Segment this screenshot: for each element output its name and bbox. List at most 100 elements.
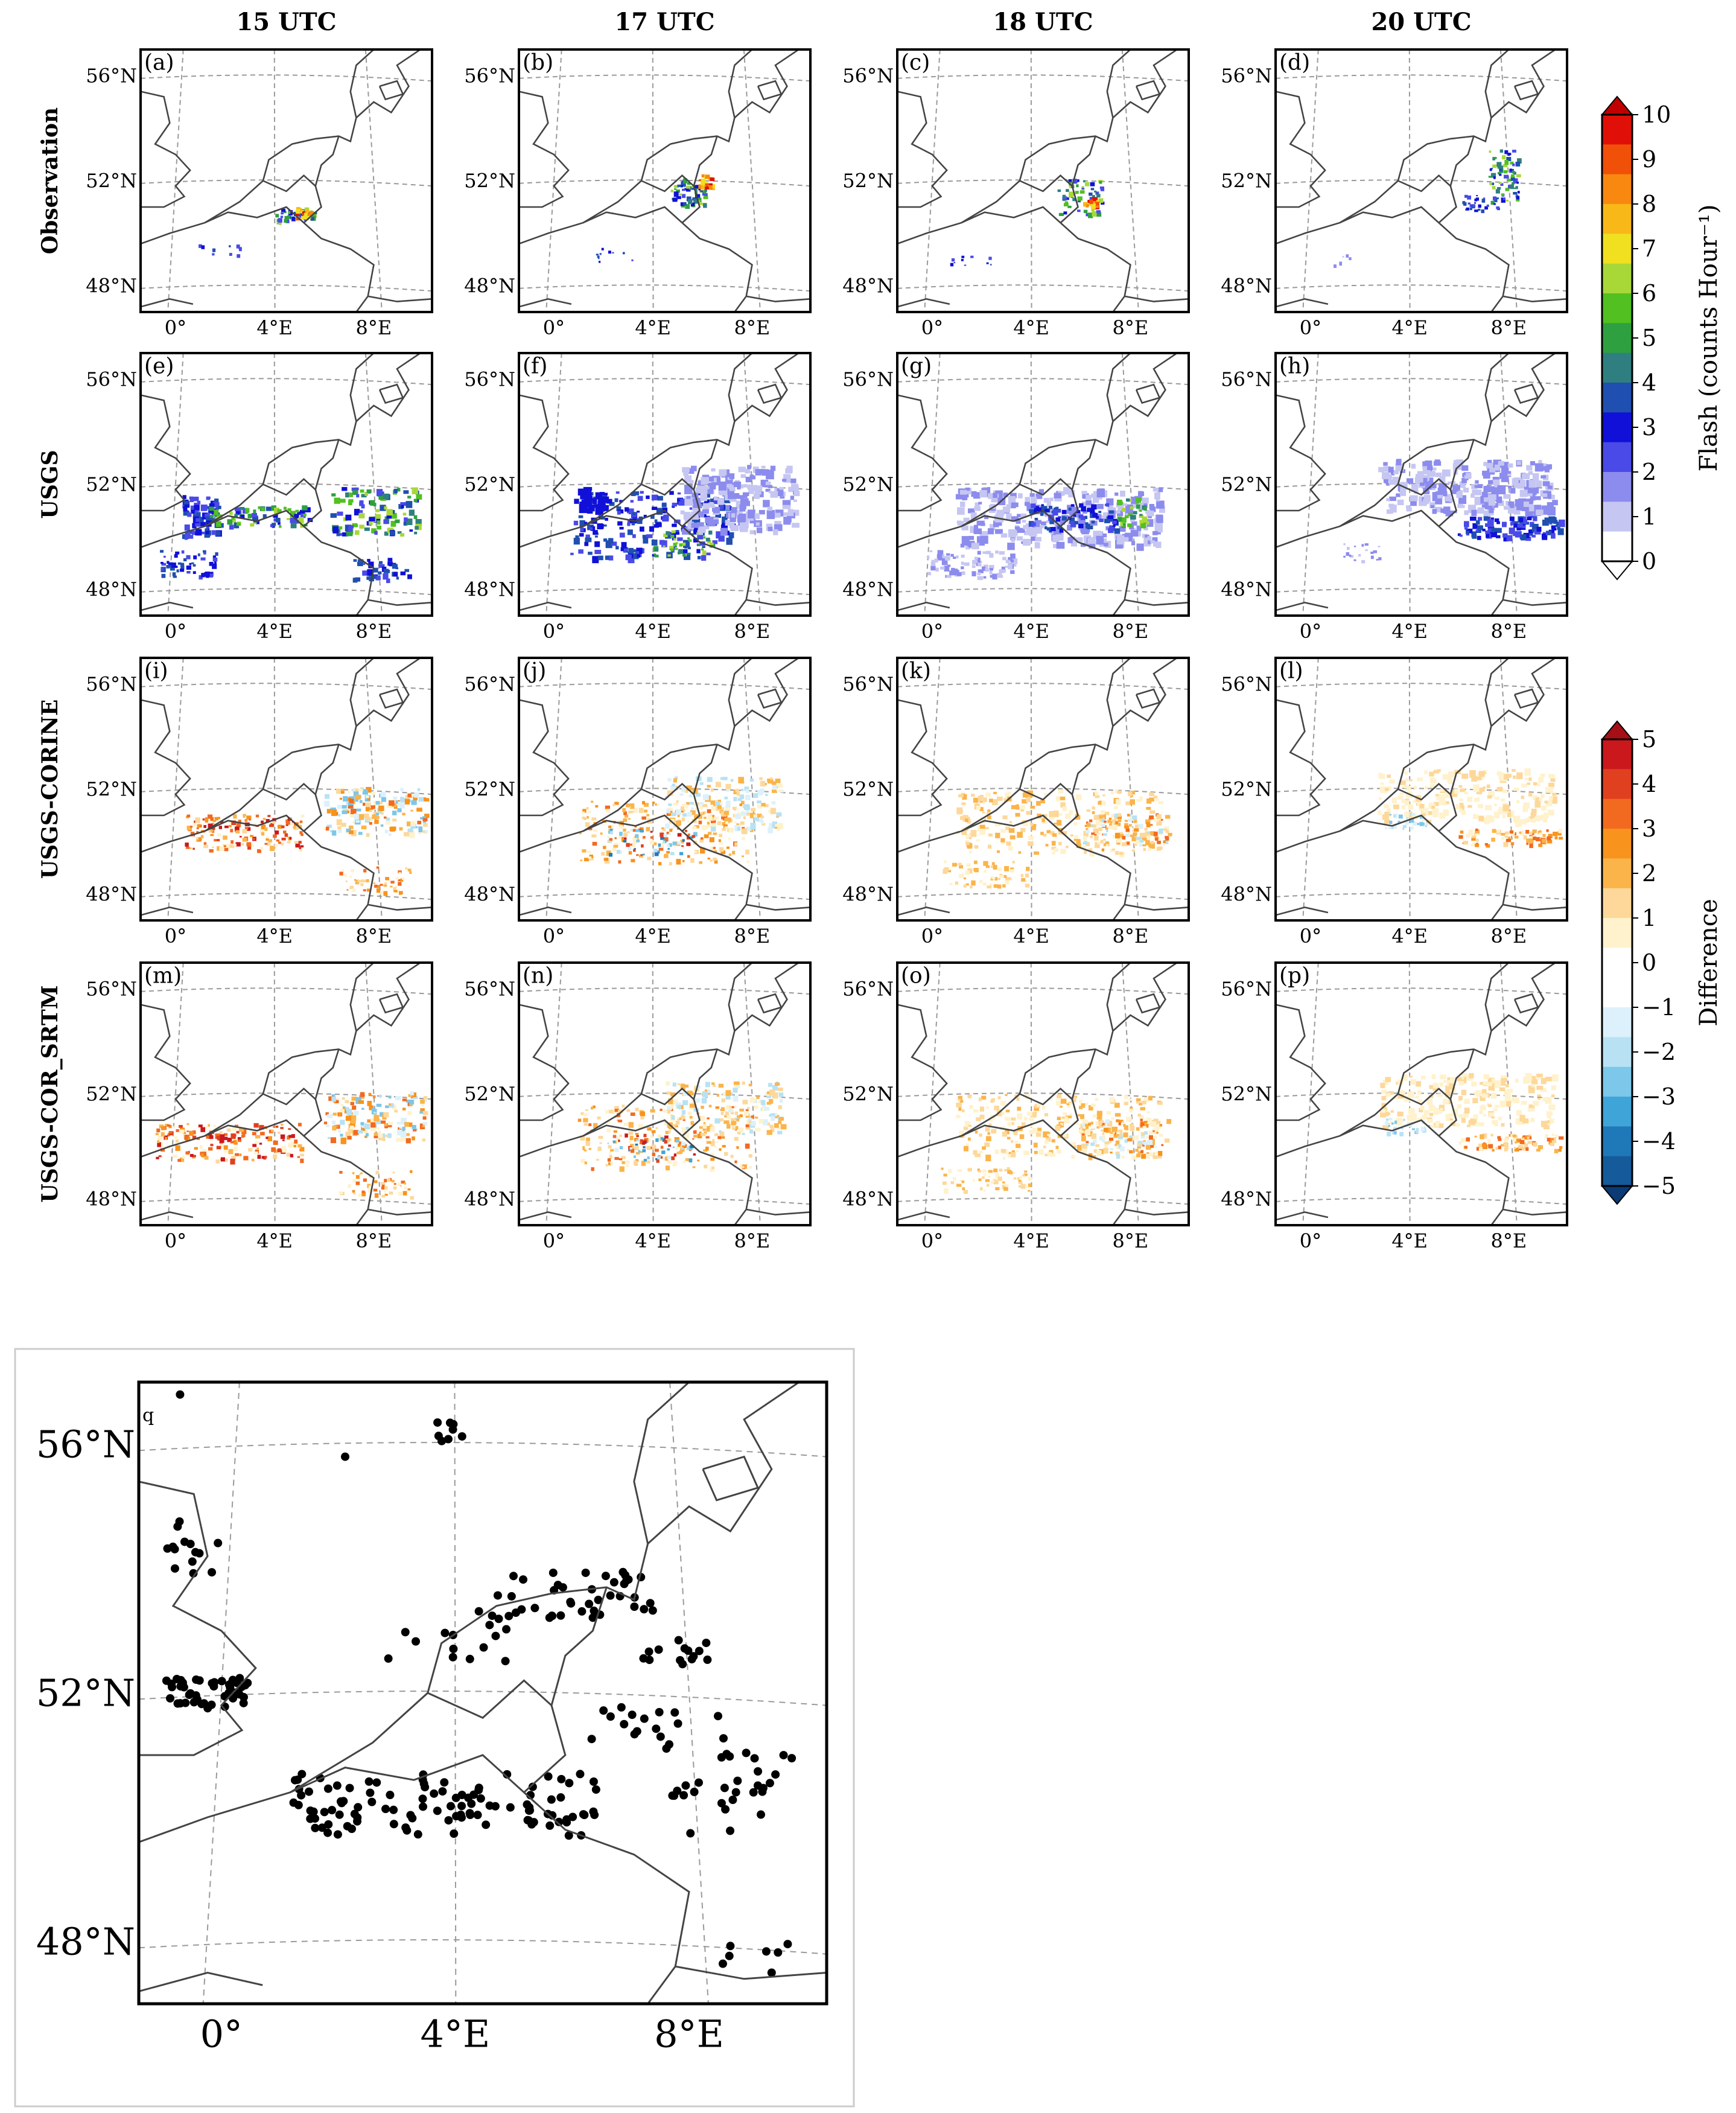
grid-cell	[216, 521, 221, 527]
grid-cell	[362, 789, 369, 795]
grid-cell	[681, 1141, 685, 1146]
grid-cell	[664, 1139, 667, 1144]
grid-cell	[689, 1103, 695, 1108]
grid-cell	[728, 491, 734, 499]
grid-cell	[360, 1122, 364, 1126]
grid-cell	[687, 546, 691, 550]
grid-cell	[1409, 779, 1413, 782]
grid-cell	[1153, 487, 1159, 492]
grid-cell	[406, 821, 412, 827]
grid-cell	[352, 1179, 356, 1183]
grid-cell	[209, 503, 215, 508]
grid-cell	[248, 1148, 253, 1152]
grid-cell	[770, 808, 776, 815]
grid-cell	[223, 1145, 228, 1150]
grid-cell	[332, 830, 337, 836]
grid-cell	[1415, 474, 1423, 483]
grid-cell	[690, 202, 695, 206]
grid-cell	[1495, 189, 1500, 194]
grid-cell	[1517, 523, 1523, 528]
grid-cell	[1382, 472, 1390, 480]
grid-cell	[1530, 818, 1536, 823]
grid-cell	[366, 786, 372, 793]
grid-cell	[688, 1158, 693, 1162]
grid-cell	[708, 502, 714, 508]
latitude-tick-label: 52°N	[86, 473, 137, 496]
grid-cell	[347, 1136, 352, 1140]
grid-cell	[1148, 540, 1152, 544]
grid-cell	[1489, 182, 1492, 185]
grid-cell	[1092, 200, 1097, 204]
grid-cell	[673, 543, 677, 546]
grid-cell	[1092, 211, 1097, 217]
grid-cell	[1504, 170, 1508, 174]
grid-cell	[1475, 832, 1480, 835]
grid-cell	[694, 1098, 700, 1103]
grid-cell	[374, 1180, 378, 1184]
grid-cell	[1489, 150, 1492, 153]
grid-cell	[336, 1098, 339, 1100]
grid-cell	[171, 563, 176, 568]
grid-cell	[699, 802, 704, 805]
grid-cell	[792, 509, 800, 516]
longitude-tick-label: 4°E	[1013, 316, 1049, 339]
latitude-tick-label: 48°N	[1221, 275, 1272, 298]
grid-cell	[1350, 555, 1353, 558]
grid-cell	[184, 504, 190, 508]
grid-cell	[976, 1117, 981, 1121]
grid-cell	[210, 827, 214, 832]
grid-cell	[1397, 795, 1403, 800]
grid-cell	[623, 1123, 629, 1126]
coastline	[1276, 353, 1510, 549]
coastline	[1276, 601, 1329, 611]
grid-cell	[359, 524, 364, 529]
grid-cell	[632, 534, 636, 538]
grid-cell	[1392, 476, 1399, 482]
grid-cell	[990, 264, 992, 266]
grid-cell	[210, 833, 214, 837]
grid-cell	[618, 1139, 620, 1143]
grid-cell	[665, 823, 670, 829]
grid-cell	[693, 529, 699, 535]
grid-cell	[958, 873, 964, 878]
grid-cell	[582, 816, 585, 820]
grid-cell	[374, 1115, 380, 1122]
grid-cell	[1146, 519, 1154, 527]
grid-cell	[1502, 164, 1508, 168]
grid-cell	[730, 779, 734, 782]
grid-cell	[1542, 833, 1546, 837]
grid-cell	[1109, 823, 1112, 826]
grid-cell	[1537, 482, 1542, 486]
grid-cell	[196, 518, 200, 522]
map-content	[519, 49, 810, 312]
grid-cell	[183, 558, 187, 561]
coastline	[757, 80, 783, 101]
coastline	[141, 91, 191, 208]
grid-cell	[646, 827, 650, 832]
grid-cell	[681, 1116, 685, 1120]
grid-cell	[1060, 802, 1066, 808]
latitude-tick-label: 56°N	[86, 368, 137, 391]
grid-cell	[707, 857, 711, 860]
grid-cell	[182, 1155, 185, 1159]
grid-cell	[1458, 490, 1463, 494]
grid-cell	[275, 517, 281, 523]
grid-cell	[643, 1159, 647, 1162]
grid-cell	[366, 888, 371, 892]
grid-cell	[381, 797, 386, 802]
grid-cell	[377, 520, 381, 525]
grid-cell	[289, 837, 292, 840]
panel-frame	[1274, 352, 1568, 617]
grid-cell	[1405, 821, 1409, 825]
grid-cell	[323, 1121, 328, 1124]
panel-frame	[896, 352, 1190, 617]
country-border	[1502, 904, 1567, 911]
grid-cell	[693, 832, 698, 837]
grid-cell	[1523, 808, 1527, 812]
grid-cell	[682, 553, 686, 557]
grid-cell	[1431, 471, 1436, 475]
grid-cell	[1488, 499, 1496, 506]
grid-cell	[297, 1123, 302, 1127]
grid-cell	[346, 797, 351, 802]
grid-cell	[367, 559, 370, 562]
